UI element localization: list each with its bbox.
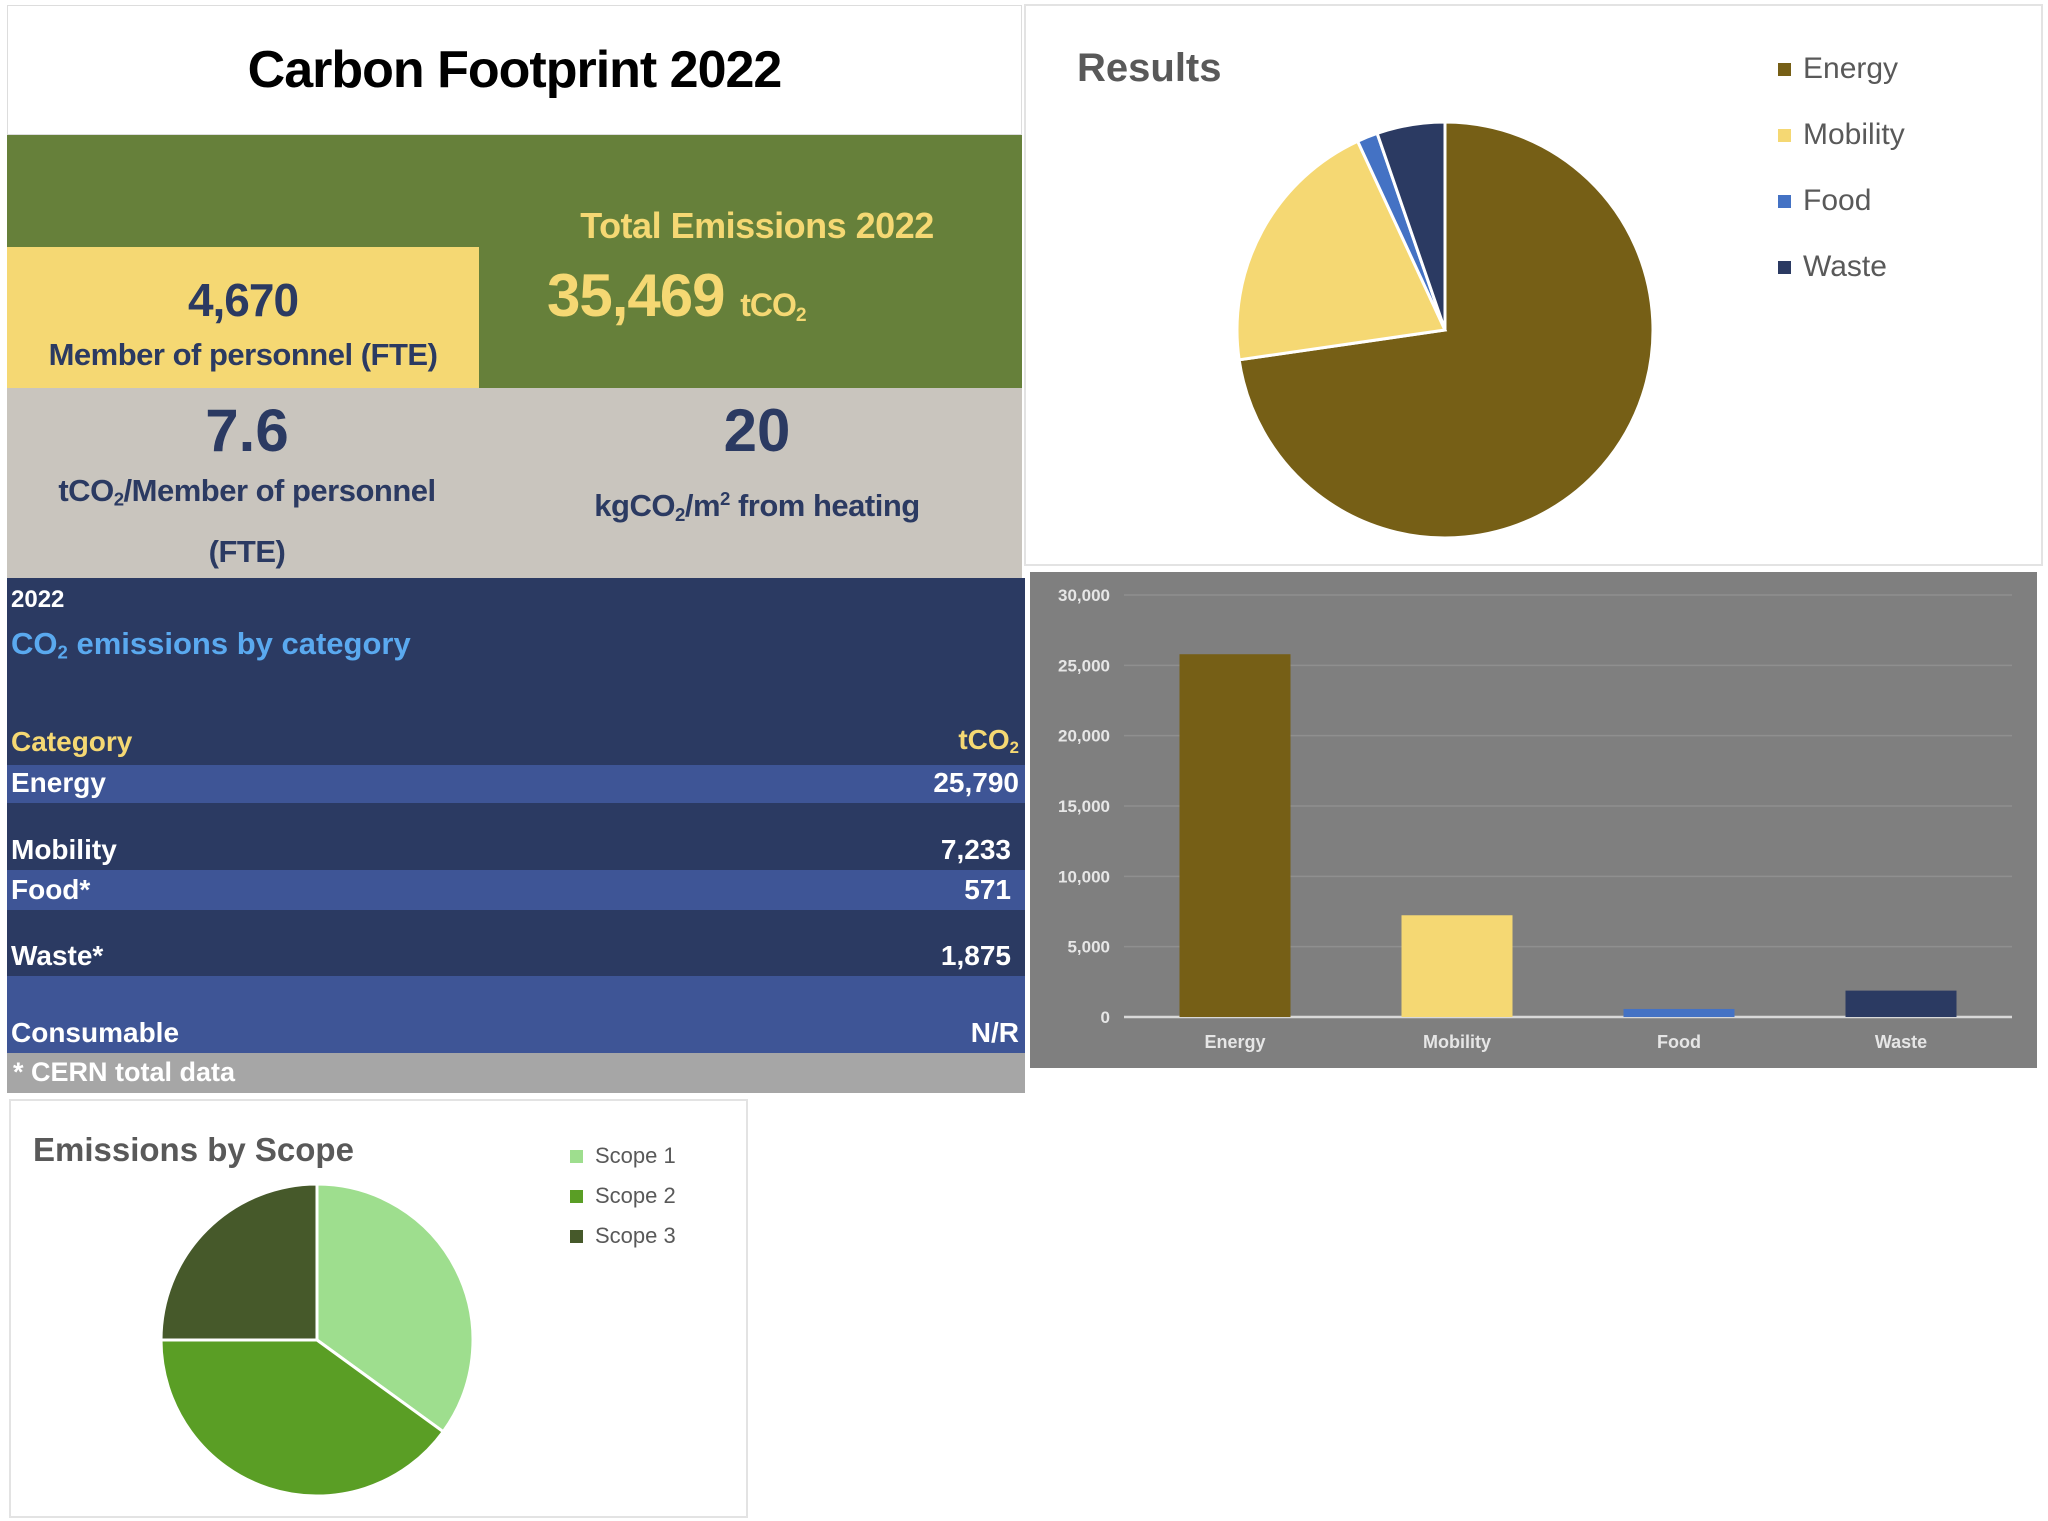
heating-label: kgCO2/m2 from heating bbox=[594, 488, 920, 525]
legend-item: Mobility bbox=[1778, 118, 1905, 152]
x-tick-label: Food bbox=[1657, 1032, 1701, 1052]
scope-pie-chart: Emissions by Scope Scope 1 Scope 2 Scope 3 bbox=[9, 1099, 748, 1518]
table-row: Consumable N/R bbox=[7, 976, 1025, 1053]
legend-swatch bbox=[570, 1189, 583, 1203]
emissions-bar-chart: 0 5,000 10,000 15,000 20,000 25,000 30,000 Ener… bbox=[1030, 572, 2037, 1068]
table-title: CO2 emissions by category bbox=[11, 626, 411, 663]
category-table: 2022 CO2 emissions by category Category t… bbox=[7, 578, 1025, 1053]
table-year: 2022 bbox=[11, 586, 65, 613]
footnote: * CERN total data bbox=[7, 1053, 1025, 1093]
intensity-band: 7.6 tCO2/Member of personnel (FTE) 20 kg… bbox=[7, 388, 1022, 583]
y-tick-label: 30,000 bbox=[1058, 586, 1110, 605]
legend-swatch bbox=[1778, 62, 1791, 76]
bar-food bbox=[1623, 1008, 1735, 1017]
x-tick-label: Waste bbox=[1875, 1032, 1927, 1052]
legend-item: Waste bbox=[1778, 250, 1887, 284]
legend-label: Scope 2 bbox=[595, 1183, 676, 1208]
table-row: Mobility 7,233 bbox=[11, 834, 1011, 865]
legend-swatch bbox=[1778, 260, 1791, 274]
legend-item: Scope 2 bbox=[570, 1183, 676, 1209]
table-row: Energy 25,790 bbox=[7, 765, 1025, 803]
legend-swatch bbox=[1778, 128, 1791, 142]
pie-slice-mobility bbox=[1235, 139, 1448, 362]
table-row: Food* 571 bbox=[7, 870, 1025, 910]
scope-pie bbox=[159, 1182, 475, 1498]
legend-swatch bbox=[1778, 194, 1791, 208]
scope-chart-title: Emissions by Scope bbox=[33, 1131, 354, 1168]
bar-energy bbox=[1179, 654, 1291, 1017]
legend-label: Food bbox=[1803, 184, 1872, 217]
personnel-value: 4,670 bbox=[187, 274, 299, 326]
bar-plot: 0 5,000 10,000 15,000 20,000 25,000 30,000 Ener… bbox=[1058, 586, 2012, 1052]
legend-item: Energy bbox=[1778, 52, 1898, 86]
pie-slice-waste bbox=[1375, 120, 1447, 331]
legend-label: Scope 3 bbox=[595, 1223, 676, 1248]
legend-label: Scope 1 bbox=[595, 1143, 676, 1168]
per-person-stat: 7.6 tCO2/Member of personnel (FTE) bbox=[17, 396, 477, 578]
total-unit: tCO bbox=[740, 287, 797, 323]
legend-item: Scope 3 bbox=[570, 1223, 676, 1249]
legend-swatch bbox=[570, 1229, 583, 1243]
legend-label: Mobility bbox=[1803, 118, 1905, 151]
table-row: Waste* 1,875 bbox=[11, 940, 1011, 971]
per-person-value: 7.6 bbox=[205, 397, 289, 464]
legend-label: Energy bbox=[1803, 52, 1899, 85]
personnel-label: Member of personnel (FTE) bbox=[48, 337, 438, 372]
table-header: Category tCO2 bbox=[11, 723, 1019, 757]
y-tick-label: 0 bbox=[1101, 1008, 1110, 1027]
y-tick-label: 10,000 bbox=[1058, 867, 1110, 886]
heating-value: 20 bbox=[723, 397, 791, 464]
legend-label: Waste bbox=[1803, 250, 1887, 283]
legend-item: Food bbox=[1778, 184, 1871, 218]
legend-item: Scope 1 bbox=[570, 1143, 676, 1169]
bar-waste bbox=[1845, 990, 1957, 1017]
personnel-card: 4,670 Member of personnel (FTE) bbox=[7, 247, 479, 388]
y-tick-label: 15,000 bbox=[1058, 797, 1110, 816]
pie-slice-scope-1 bbox=[315, 1182, 475, 1434]
y-tick-label: 25,000 bbox=[1058, 656, 1110, 675]
total-emissions-label: Total Emissions 2022 bbox=[580, 205, 934, 246]
y-tick-label: 20,000 bbox=[1058, 727, 1110, 746]
total-emissions-value: 35,469 bbox=[547, 262, 726, 329]
total-unit-sub: 2 bbox=[795, 304, 807, 326]
pie-slice-scope-3 bbox=[159, 1182, 319, 1342]
x-tick-label: Mobility bbox=[1423, 1032, 1491, 1052]
total-emissions-band: 4,670 Member of personnel (FTE) Total Em… bbox=[7, 135, 1022, 388]
results-pie bbox=[1235, 120, 1655, 540]
x-tick-label: Energy bbox=[1204, 1032, 1265, 1052]
pie-slice-scope-2 bbox=[159, 1338, 446, 1498]
legend-swatch bbox=[570, 1149, 583, 1163]
y-tick-label: 5,000 bbox=[1067, 938, 1110, 957]
bar-mobility bbox=[1401, 915, 1513, 1017]
summary-panel: Carbon Footprint 2022 4,670 Member of pe… bbox=[7, 5, 1025, 1093]
per-person-label: tCO2/Member of personnel (FTE) bbox=[58, 473, 436, 569]
total-emissions: Total Emissions 2022 35,469 tCO2 bbox=[527, 205, 987, 330]
results-chart-title: Results bbox=[1077, 46, 1222, 90]
page-title: Carbon Footprint 2022 bbox=[7, 5, 1022, 135]
results-pie-chart: Results Energy Mobility Food Waste bbox=[1024, 4, 2043, 566]
heating-stat: 20 kgCO2/m2 from heating bbox=[527, 396, 987, 541]
